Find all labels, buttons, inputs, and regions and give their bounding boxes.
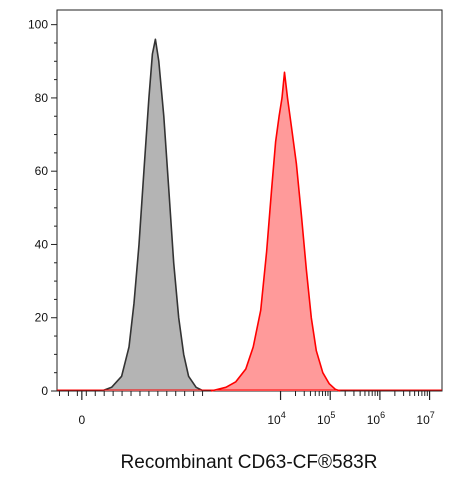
histogram-stained-area bbox=[211, 72, 341, 392]
x-tick-label: 104 bbox=[267, 410, 285, 427]
plot-frame bbox=[56, 9, 443, 392]
y-tick-label: 80 bbox=[35, 91, 49, 105]
histogram-control-outline bbox=[101, 38, 204, 392]
x-tick-label: 107 bbox=[416, 410, 434, 427]
x-tick-label: 0 bbox=[78, 413, 85, 427]
y-tick-label: 0 bbox=[41, 384, 48, 398]
y-tick-label: 60 bbox=[35, 164, 49, 178]
x-tick-label: 105 bbox=[317, 410, 335, 427]
y-tick-label: 100 bbox=[28, 18, 48, 32]
histogram-stained-outline bbox=[210, 71, 341, 392]
histogram-control-area bbox=[101, 39, 204, 392]
x-tick-label: 106 bbox=[367, 410, 385, 427]
y-tick-label: 40 bbox=[35, 237, 49, 251]
y-tick-label: 20 bbox=[35, 311, 49, 325]
x-axis-title: Recombinant CD63-CF®583R bbox=[121, 452, 378, 473]
